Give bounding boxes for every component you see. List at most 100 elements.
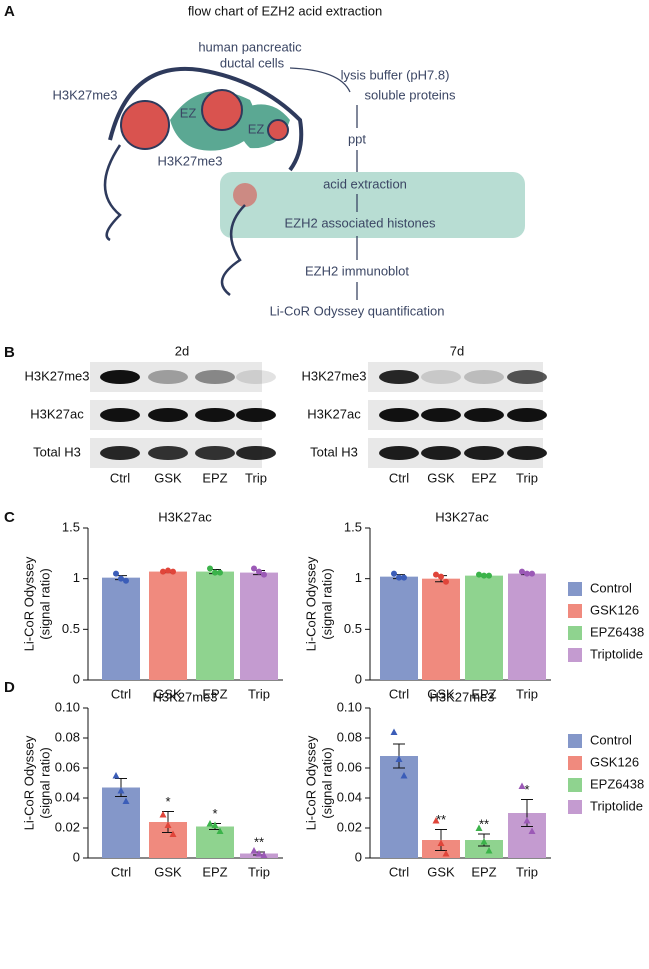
y-tick-label: 0.06 [55, 759, 80, 774]
chart-title: H3K27me3 [152, 689, 217, 704]
data-point [113, 570, 119, 577]
blot-lane-label: GSK [154, 470, 182, 485]
blot-band [464, 446, 504, 460]
data-point [432, 817, 440, 824]
x-tick-label: Ctrl [111, 864, 131, 879]
y-tick-label: 0.04 [337, 789, 362, 804]
data-point [390, 728, 398, 735]
data-point [117, 787, 125, 794]
x-tick-label: EPZ [471, 686, 496, 701]
panel-label: D [4, 679, 15, 696]
y-axis-label: (signal ratio) [319, 747, 334, 819]
blot-time: 7d [450, 343, 464, 358]
data-point [216, 827, 224, 834]
blot-band [148, 370, 188, 384]
data-point [395, 755, 403, 762]
bar [508, 573, 546, 680]
blot-lane-label: Trip [245, 470, 267, 485]
diagram-label: H3K27me3 [157, 153, 222, 168]
panel-label: A [4, 3, 15, 20]
significance: ** [436, 812, 446, 827]
data-point [260, 851, 268, 858]
blot-row-label: H3K27ac [307, 406, 361, 421]
legend-swatch [568, 734, 582, 748]
blot-band [100, 446, 140, 460]
significance: ** [254, 834, 264, 849]
blot-band [421, 408, 461, 422]
data-point [391, 570, 397, 577]
blot-time: 2d [175, 343, 189, 358]
data-point [442, 850, 450, 857]
legend-label: EPZ6438 [590, 776, 644, 791]
legend-label: Control [590, 580, 632, 595]
blot-band [507, 446, 547, 460]
x-tick-label: GSK [154, 864, 182, 879]
y-axis-label: Li-CoR Odyssey [303, 556, 318, 651]
x-tick-label: GSK [427, 864, 455, 879]
data-point [475, 824, 483, 831]
blot-lane-label: Ctrl [389, 470, 409, 485]
data-point [485, 847, 493, 854]
x-tick-label: Ctrl [389, 864, 409, 879]
data-point [122, 797, 130, 804]
x-tick-label: Trip [248, 864, 270, 879]
legend-label: Triptolide [590, 798, 643, 813]
y-tick-label: 1 [355, 570, 362, 585]
diagram-label: lysis buffer (pH7.8) [341, 67, 450, 82]
data-point [164, 821, 172, 828]
y-tick-label: 0 [355, 849, 362, 864]
data-point [519, 568, 525, 575]
blot-band [379, 446, 419, 460]
bar [102, 787, 140, 858]
legend-swatch [568, 604, 582, 618]
bar [465, 575, 503, 680]
blot-lane-label: Ctrl [110, 470, 130, 485]
data-point [206, 820, 214, 827]
bar [149, 571, 187, 680]
legend-label: Triptolide [590, 646, 643, 661]
data-point [476, 571, 482, 578]
blot-band [236, 446, 276, 460]
data-point [400, 772, 408, 779]
data-point [401, 574, 407, 581]
significance: * [524, 782, 529, 797]
data-point [211, 821, 219, 828]
panel-label: B [4, 344, 15, 361]
blot-row-label: Total H3 [310, 444, 358, 459]
blot-band [379, 370, 419, 384]
data-point [251, 565, 257, 572]
blot-band [195, 370, 235, 384]
y-axis-label: (signal ratio) [319, 568, 334, 640]
data-point [217, 569, 223, 576]
y-tick-label: 0 [73, 671, 80, 686]
diagram-label: human pancreatic [198, 39, 302, 54]
blot-band [195, 408, 235, 422]
y-axis-label: (signal ratio) [37, 568, 52, 640]
diagram-label: soluble proteins [364, 87, 456, 102]
y-tick-label: 0.08 [337, 729, 362, 744]
bar [196, 571, 234, 680]
data-point [112, 772, 120, 779]
data-point [528, 827, 536, 834]
diagram-art [103, 66, 525, 300]
data-point [165, 567, 171, 574]
panel-label: C [4, 509, 15, 526]
data-point [480, 838, 488, 845]
x-tick-label: EPZ [471, 864, 496, 879]
legend-swatch [568, 778, 582, 792]
data-point [486, 572, 492, 579]
blot-band [507, 408, 547, 422]
data-point [169, 830, 177, 837]
blot-lane-label: GSK [427, 470, 455, 485]
y-tick-label: 0.10 [55, 699, 80, 714]
data-point [481, 572, 487, 579]
data-point [261, 571, 267, 578]
y-tick-label: 1.5 [344, 519, 362, 534]
data-point [255, 850, 263, 857]
y-tick-label: 0.08 [55, 729, 80, 744]
y-tick-label: 0.02 [55, 819, 80, 834]
significance: ** [479, 816, 489, 831]
blot-band [421, 446, 461, 460]
legend-label: EPZ6438 [590, 624, 644, 639]
data-point [212, 569, 218, 576]
